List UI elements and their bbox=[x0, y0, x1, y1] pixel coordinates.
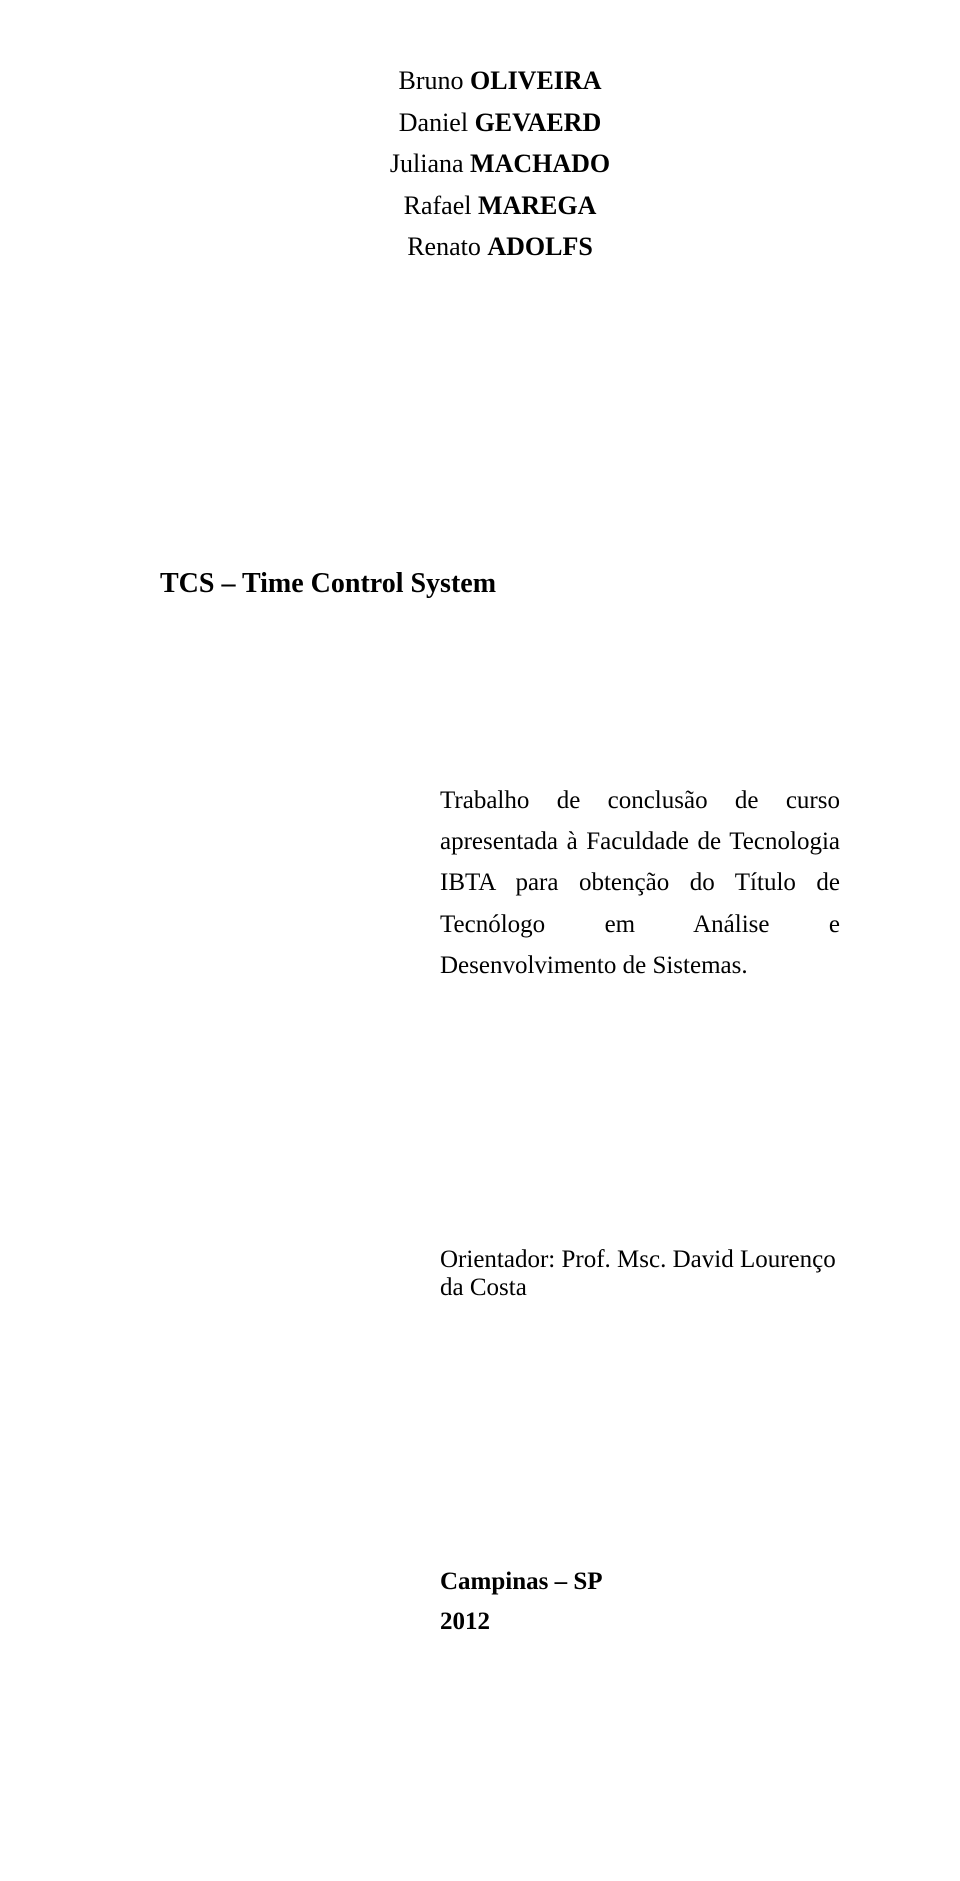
author-surname: MAREGA bbox=[478, 191, 596, 220]
footer-year: 2012 bbox=[440, 1602, 840, 1642]
author-surname: MACHADO bbox=[470, 149, 610, 178]
author-line: Daniel GEVAERD bbox=[160, 102, 840, 144]
title-acronym: TCS bbox=[160, 568, 214, 599]
author-line: Rafael MAREGA bbox=[160, 185, 840, 227]
author-line: Juliana MACHADO bbox=[160, 143, 840, 185]
author-surname: OLIVEIRA bbox=[470, 66, 601, 95]
author-given: Daniel bbox=[399, 108, 468, 137]
abstract-paragraph: Trabalho de conclusão de curso apresenta… bbox=[440, 780, 840, 986]
footer-place: Campinas – SP bbox=[440, 1562, 840, 1602]
author-line: Bruno OLIVEIRA bbox=[160, 60, 840, 102]
advisor-label: Orientador: bbox=[440, 1246, 555, 1273]
author-given: Bruno bbox=[399, 66, 464, 95]
footer-block: Campinas – SP 2012 bbox=[440, 1562, 840, 1642]
title-separator: – bbox=[221, 568, 235, 599]
author-surname: GEVAERD bbox=[475, 108, 602, 137]
author-given: Renato bbox=[407, 232, 481, 261]
project-title: TCS – Time Control System bbox=[160, 568, 840, 600]
authors-block: Bruno OLIVEIRA Daniel GEVAERD Juliana MA… bbox=[160, 60, 840, 268]
document-page: Bruno OLIVEIRA Daniel GEVAERD Juliana MA… bbox=[0, 0, 960, 1881]
author-given: Juliana bbox=[390, 149, 464, 178]
author-given: Rafael bbox=[404, 191, 472, 220]
author-line: Renato ADOLFS bbox=[160, 226, 840, 268]
advisor-line: Orientador: Prof. Msc. David Lourenço da… bbox=[440, 1246, 840, 1302]
author-surname: ADOLFS bbox=[487, 232, 592, 261]
title-expansion: Time Control System bbox=[242, 568, 496, 599]
